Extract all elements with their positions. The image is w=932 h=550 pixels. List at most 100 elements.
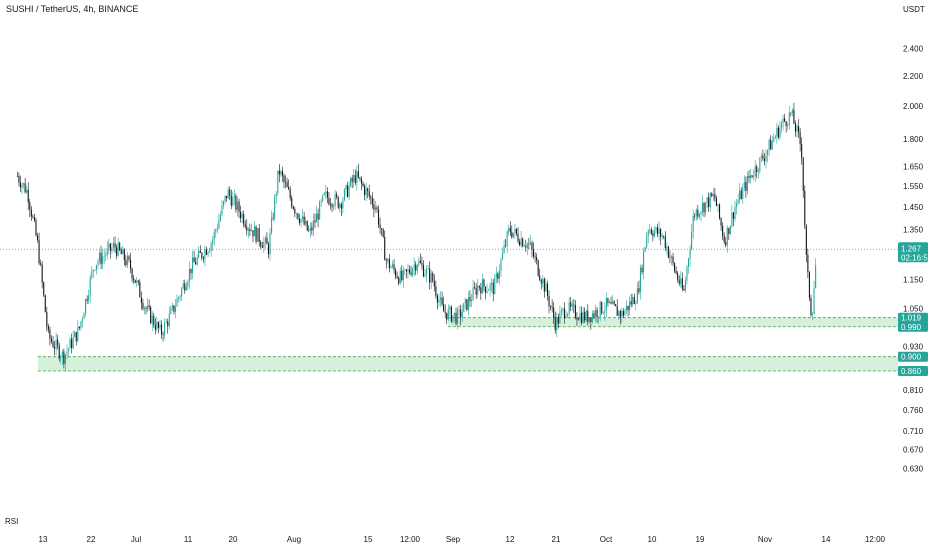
candle-body	[629, 301, 631, 311]
candle-body	[581, 312, 583, 323]
candle-body	[348, 186, 350, 197]
candle-body	[413, 264, 415, 269]
candle-body	[174, 306, 177, 312]
candle-body	[157, 322, 159, 328]
candle-body	[593, 313, 595, 317]
candle-body	[788, 112, 790, 126]
candle-body	[492, 282, 494, 295]
candle-body	[125, 260, 127, 265]
candle-body	[57, 339, 59, 346]
candle-body	[742, 187, 744, 199]
candle-body	[452, 315, 454, 322]
candle-body	[306, 220, 308, 231]
candle-body	[694, 215, 696, 217]
candle-body	[762, 155, 764, 159]
candle-body	[173, 305, 175, 312]
candle-body	[529, 242, 531, 244]
candle-body	[385, 260, 387, 262]
y-tick-label: 0.630	[903, 465, 924, 474]
candle-body	[701, 202, 704, 212]
candle-body	[577, 319, 580, 321]
candle-body	[16, 175, 18, 177]
candle-body	[350, 178, 352, 187]
candle-body	[253, 226, 256, 237]
candle-body	[796, 126, 798, 132]
candle-body	[667, 246, 669, 258]
candle-body	[450, 306, 452, 322]
candle-body	[167, 321, 169, 327]
candle-body	[543, 278, 545, 292]
candle-body	[672, 256, 674, 264]
candle-body	[55, 339, 57, 349]
support-zone[interactable]	[447, 317, 898, 327]
candle-body	[292, 206, 294, 209]
candle-body	[714, 194, 716, 199]
candle-body	[382, 229, 384, 237]
candle-body	[337, 197, 339, 208]
candle-body	[810, 297, 812, 315]
candle-body	[424, 274, 426, 277]
candle-body	[426, 268, 428, 275]
candle-body	[212, 240, 214, 244]
candle-body	[553, 307, 555, 318]
candle-body	[410, 272, 412, 275]
candle-body	[466, 299, 468, 310]
candle-body	[319, 201, 321, 220]
candle-body	[395, 269, 397, 277]
candle-body	[134, 279, 136, 283]
candle-body	[520, 238, 522, 246]
candle-body	[749, 175, 752, 179]
candle-body	[458, 309, 460, 311]
candle-body	[246, 226, 248, 231]
candle-body	[621, 310, 623, 317]
candle-body	[506, 231, 508, 246]
candle-body	[748, 175, 750, 179]
candle-body	[791, 109, 793, 114]
support-zone[interactable]	[37, 356, 898, 371]
zone-top-price-tag-bg	[898, 312, 928, 323]
candle-body	[136, 280, 138, 283]
candle-body	[226, 195, 228, 199]
candle-body	[255, 226, 257, 242]
candle-body	[323, 193, 325, 196]
candle-body	[133, 278, 135, 280]
candle-body	[509, 227, 511, 233]
candle-body	[302, 216, 304, 219]
candle-body	[511, 232, 513, 238]
candle-body	[483, 279, 485, 287]
candle-body	[353, 175, 355, 182]
candle-body	[89, 277, 91, 296]
candle-body	[317, 213, 319, 220]
candle-body	[808, 271, 810, 298]
candle-body	[475, 287, 477, 295]
candle-body	[103, 255, 105, 257]
candle-body	[757, 171, 759, 172]
candle-body	[695, 209, 697, 217]
candle-body	[627, 305, 629, 311]
candle-body	[193, 257, 195, 263]
x-tick-label: Aug	[287, 535, 301, 544]
candle-body	[787, 125, 789, 127]
candle-body	[703, 202, 705, 213]
x-tick-label: 12:00	[400, 535, 421, 544]
candle-body	[300, 218, 302, 223]
candle-body	[354, 175, 356, 183]
candle-body	[184, 283, 186, 291]
candle-body	[198, 250, 200, 258]
candle-body	[585, 310, 587, 321]
candle-body	[311, 227, 313, 231]
candle-body	[574, 305, 576, 318]
candle-body	[697, 209, 699, 217]
candle-body	[770, 139, 772, 150]
y-tick-label: 2.200	[903, 72, 924, 81]
candle-body	[116, 247, 118, 256]
candle-body	[238, 201, 240, 212]
candle-body	[429, 268, 431, 283]
candle-body	[666, 246, 668, 249]
candle-body	[478, 285, 480, 288]
candle-body	[728, 227, 730, 235]
candle-body	[147, 305, 149, 310]
rsi-indicator-label[interactable]: RSI	[5, 517, 19, 526]
candle-body	[168, 313, 170, 327]
